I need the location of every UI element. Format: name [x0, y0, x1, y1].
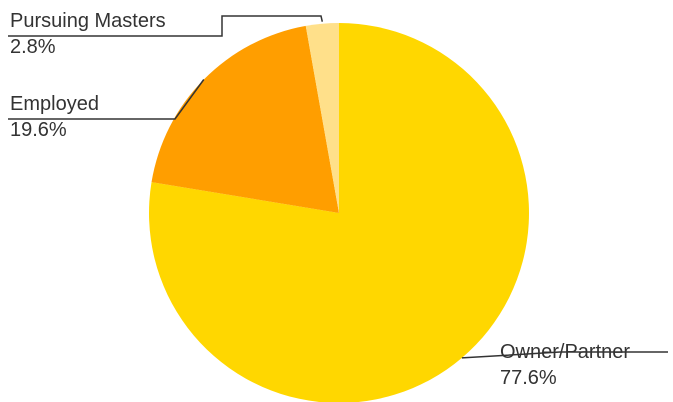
- slice-value-owner-partner: 77.6%: [500, 367, 557, 389]
- slice-label-employed: Employed: [10, 93, 99, 115]
- pie-slice-owner-partner: [149, 23, 529, 402]
- slice-labels: Owner/Partner 77.6% Employed 19.6% Pursuing …: [10, 10, 630, 389]
- pie-slice-employed: [151, 25, 339, 214]
- slice-label-pursuing-masters: Pursuing Masters: [10, 10, 166, 32]
- leader-line-pursuing-masters: [8, 15, 324, 37]
- leader-line-employed: [8, 79, 205, 120]
- leader-line-owner-partner: [461, 351, 668, 359]
- slice-value-pursuing-masters: 2.8%: [10, 36, 56, 58]
- pie-slice-pursuing-masters: [305, 23, 339, 213]
- leader-lines: [8, 15, 668, 359]
- pie-slices: [149, 23, 529, 402]
- slice-value-employed: 19.6%: [10, 119, 67, 141]
- slice-label-owner-partner: Owner/Partner: [500, 341, 630, 363]
